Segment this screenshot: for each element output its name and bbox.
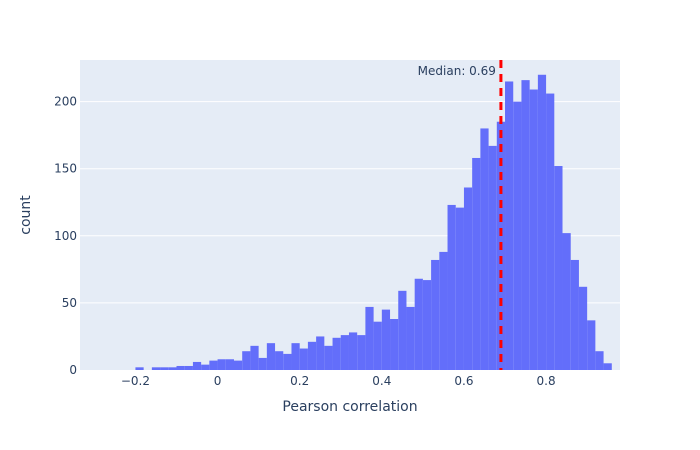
histogram-bar	[160, 367, 169, 370]
histogram-bar	[192, 361, 202, 370]
histogram-bar	[505, 81, 514, 370]
histogram-bar	[422, 280, 432, 370]
histogram-bar	[209, 360, 218, 370]
histogram-bar	[266, 343, 276, 370]
histogram-bar	[447, 204, 456, 370]
histogram-bar	[365, 306, 374, 370]
x-tick-label: −0.2	[121, 374, 150, 388]
histogram-bar	[587, 320, 596, 370]
y-ticks: 0 50 100 150 200	[54, 95, 77, 377]
histogram-bar	[242, 351, 251, 370]
histogram-bar	[168, 367, 177, 370]
median-label: Median: 0.69	[418, 64, 496, 78]
histogram-bar	[258, 357, 267, 370]
histogram-bar	[488, 145, 497, 370]
y-axis-title: count	[18, 195, 34, 235]
histogram-bar	[348, 332, 358, 370]
histogram-bar	[176, 365, 185, 370]
histogram-bar	[184, 365, 193, 370]
histogram-bar	[562, 233, 571, 370]
histogram-bar	[307, 341, 317, 370]
histogram-bar	[357, 335, 366, 370]
histogram-bar	[225, 359, 234, 370]
histogram-bar	[332, 337, 341, 370]
histogram-bar	[480, 128, 489, 370]
histogram-bar	[578, 286, 588, 370]
histogram-bar	[595, 351, 604, 370]
histogram-bar	[406, 306, 415, 370]
histogram-bar	[439, 251, 448, 370]
histogram-bar	[151, 367, 161, 370]
x-tick-label: 0	[214, 374, 222, 388]
histogram-bar	[135, 367, 144, 370]
histogram-bar	[201, 364, 210, 370]
y-tick-label: 0	[69, 363, 77, 377]
histogram-bar	[275, 351, 284, 370]
histogram-bar	[390, 319, 399, 370]
x-tick-label: 0.8	[537, 374, 556, 388]
histogram-bar	[537, 74, 547, 370]
histogram-bar	[217, 359, 226, 370]
histogram-bar	[398, 290, 407, 370]
histogram-bar	[233, 360, 243, 370]
histogram-bar	[291, 343, 300, 370]
histogram-bar	[529, 89, 538, 371]
x-axis-title: Pearson correlation	[282, 399, 417, 415]
histogram-bar	[316, 336, 325, 370]
histogram-bar	[324, 345, 333, 370]
histogram-bar	[340, 335, 349, 370]
histogram-bar	[250, 345, 259, 370]
y-tick-label: 50	[62, 296, 77, 310]
x-tick-label: 0.4	[372, 374, 391, 388]
histogram-bar	[381, 309, 391, 370]
histogram-bar	[455, 207, 464, 370]
x-ticks: −0.2 0 0.2 0.4 0.6 0.8	[121, 374, 556, 388]
histogram-bar	[463, 187, 473, 370]
y-tick-label: 150	[54, 162, 77, 176]
histogram-bar	[283, 353, 292, 370]
y-tick-label: 200	[54, 95, 77, 109]
histogram-bar	[431, 259, 440, 370]
histogram-bar	[570, 259, 579, 370]
histogram-bar	[299, 348, 308, 370]
x-tick-label: 0.6	[454, 374, 473, 388]
histogram-bar	[414, 278, 423, 370]
histogram-bar	[603, 363, 612, 370]
histogram-bar	[373, 321, 382, 370]
x-tick-label: 0.2	[290, 374, 309, 388]
histogram-bar	[554, 166, 563, 370]
histogram-bar	[513, 101, 522, 370]
histogram-bar	[472, 157, 481, 370]
y-tick-label: 100	[54, 229, 77, 243]
histogram-bar	[546, 93, 555, 371]
histogram-bar	[521, 80, 530, 370]
